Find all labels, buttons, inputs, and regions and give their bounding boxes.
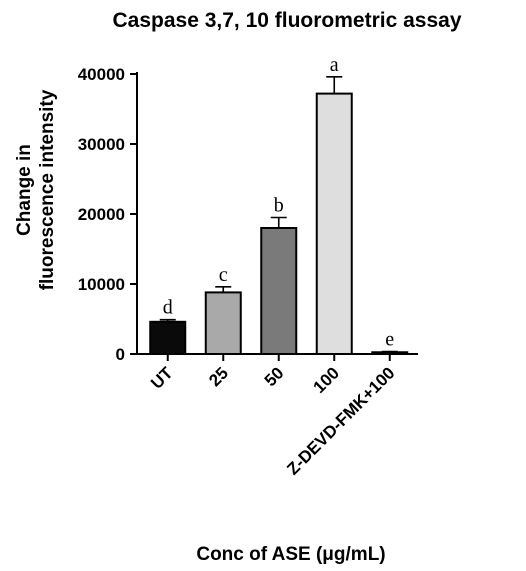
x-axis-label: Conc of ASE (μg/mL) [196, 544, 385, 565]
significance-label: b [274, 195, 284, 217]
y-axis-label-line-2: fluorescence intensity [37, 89, 58, 290]
y-tick-label: 40000 [78, 65, 125, 84]
x-tick-label: 100 [310, 363, 343, 396]
x-tick-label: Z-DEVD-FMK+100 [283, 363, 398, 478]
chart-title: Caspase 3,7, 10 fluorometric assay [112, 9, 461, 32]
bar [149, 320, 187, 355]
significance-label: d [163, 297, 173, 319]
significance-label: a [330, 54, 339, 76]
y-tick-label: 10000 [78, 275, 125, 294]
x-tick-label: UT [147, 363, 177, 393]
y-axis-label: Change in fluorescence intensity [14, 89, 58, 290]
y-tick-label: 0 [116, 345, 125, 364]
bar [260, 227, 298, 355]
significance-label: e [385, 329, 394, 351]
plot-area: 0 10000 20000 30000 40000 d UT c 25 b 50 a 100 e Z-DEV… [78, 54, 418, 479]
bar [315, 92, 353, 355]
y-tick-label: 20000 [78, 205, 125, 224]
significance-label: c [219, 264, 228, 286]
x-tick-label: 50 [261, 363, 288, 390]
x-tick-label: 25 [205, 363, 232, 390]
y-axis-label-line-1: Change in [14, 144, 35, 236]
y-tick-label: 30000 [78, 135, 125, 154]
bar [204, 291, 242, 355]
